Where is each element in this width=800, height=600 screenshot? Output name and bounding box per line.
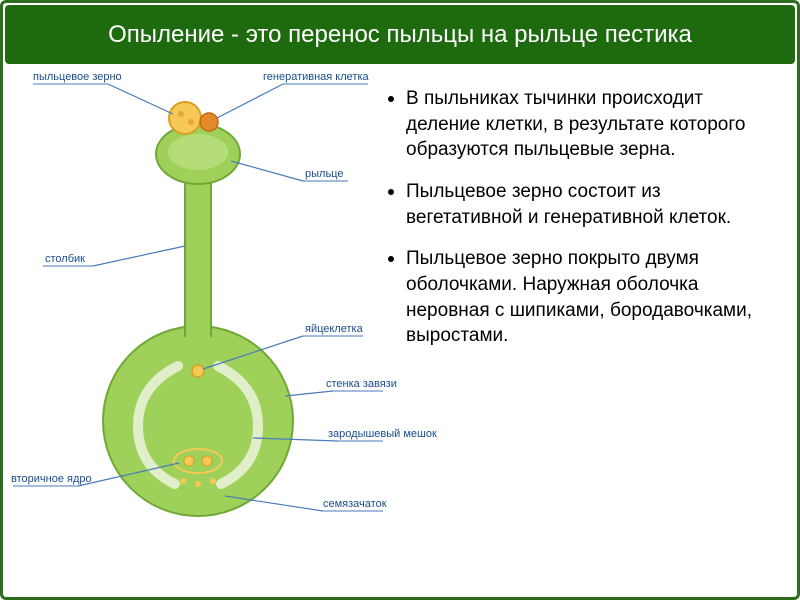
content-area: пыльцевое зерно генеративная клетка рыль… [3,66,797,566]
generative-cell-shape [200,113,218,131]
bullet-text: В пыльниках тычинки происходит деление к… [406,86,777,163]
label-style: столбик [45,253,85,265]
bullet-text: Пыльцевое зерно состоит из вегетативной … [406,179,777,230]
bullet-text: Пыльцевое зерно покрыто двумя оболочками… [406,246,777,349]
label-pollen-grain: пыльцевое зерно [33,71,122,83]
list-item: Пыльцевое зерно состоит из вегетативной … [388,179,777,230]
bullet-list: В пыльниках тычинки происходит деление к… [388,86,777,349]
secondary-nucleus-1 [184,456,194,466]
list-item: Пыльцевое зерно покрыто двумя оболочками… [388,246,777,349]
label-generative: генеративная клетка [263,71,369,83]
label-ovule: семязачаток [323,498,387,510]
label-ovary-wall: стенка завязи [326,378,397,390]
ovary-shape [103,326,293,516]
label-stigma: рыльце [305,168,343,180]
pistil-diagram: пыльцевое зерно генеративная клетка рыль… [3,66,383,566]
page-title: Опыление - это перенос пыльцы на рыльце … [5,5,795,64]
description-panel: В пыльниках тычинки происходит деление к… [383,66,797,566]
egg-cell-shape [192,365,204,377]
secondary-nucleus-2 [202,456,212,466]
style-shape [185,166,211,336]
label-secondary: вторичное ядро [11,473,92,485]
label-egg-cell: яйцеклетка [305,323,363,335]
label-embryo-sac: зародышевый мешок [328,428,437,440]
pollen-grain-shape [169,102,201,134]
list-item: В пыльниках тычинки происходит деление к… [388,86,777,163]
